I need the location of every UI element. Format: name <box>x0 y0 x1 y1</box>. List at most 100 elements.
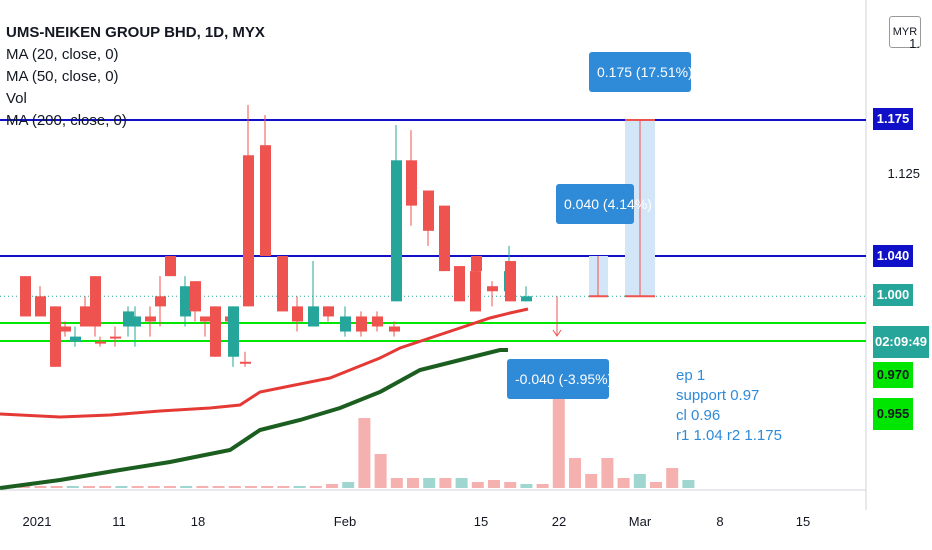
price-badge-1175: 1.175 <box>873 108 913 130</box>
time-label: 8 <box>716 514 724 529</box>
volume-bar <box>633 474 646 488</box>
volume-bar <box>520 484 533 488</box>
time-label: Mar <box>628 514 652 529</box>
candle-body <box>372 316 383 327</box>
candle-body <box>505 261 516 302</box>
ma50-line <box>0 348 508 490</box>
candle-body <box>20 276 31 317</box>
candle-body <box>80 306 91 327</box>
measure-label-down[interactable]: -0.040 (-3.95%) -8 <box>507 359 629 399</box>
candle-body <box>190 281 201 312</box>
candle-body <box>292 306 303 322</box>
candle-body <box>70 336 81 342</box>
candle-body <box>487 286 498 292</box>
candle-body <box>470 271 481 312</box>
candle-body <box>423 190 434 231</box>
candle-body <box>200 316 211 322</box>
note-line: cl 0.96 <box>676 407 721 424</box>
volume-bar <box>585 474 598 488</box>
volume-bar <box>617 478 630 488</box>
measure-label-r2[interactable]: 0.175 (17.51%) 35 <box>589 52 712 92</box>
volume-bar <box>50 486 63 488</box>
candle-body <box>155 296 166 307</box>
candle-body <box>340 316 351 332</box>
volume-bar <box>245 486 257 488</box>
candle-body <box>145 316 156 322</box>
volume-bar <box>293 486 306 488</box>
candle-body <box>260 145 271 256</box>
volume-bar <box>18 486 31 488</box>
currency-button[interactable]: MYR <box>889 16 921 48</box>
legend-vol[interactable]: Vol <box>6 90 27 107</box>
candle-body <box>60 326 71 332</box>
volume-bar <box>131 486 144 488</box>
volume-bar <box>115 486 128 488</box>
candle-body <box>356 316 367 332</box>
candle-body <box>308 306 319 327</box>
ma20-line <box>0 307 529 419</box>
candle-body <box>228 306 239 357</box>
volume-bar <box>439 478 452 488</box>
time-label: 11 <box>112 514 126 529</box>
countdown-badge: 02:09:49 <box>873 326 929 358</box>
candle-body <box>90 276 101 327</box>
volume-bar <box>407 478 419 488</box>
candle-body <box>389 326 400 332</box>
candle-body <box>130 316 141 327</box>
volume-bar <box>212 486 225 488</box>
time-label: 15 <box>473 514 489 529</box>
volume-bar <box>261 486 274 488</box>
price-badge-1040: 1.040 <box>873 245 913 267</box>
trade-note[interactable]: ep 1 support 0.97 cl 0.96 r1 1.04 r2 1.1… <box>676 366 782 446</box>
note-line: support 0.97 <box>676 387 760 404</box>
candle-body <box>210 306 221 357</box>
symbol-title[interactable]: UMS-NEIKEN GROUP BHD, 1D, MYX <box>6 24 265 41</box>
volume-bar <box>277 486 290 488</box>
legend-ma50[interactable]: MA (50, close, 0) <box>6 68 119 85</box>
candle-body <box>471 256 482 272</box>
volume-bar <box>390 478 403 488</box>
volume-bar <box>682 480 695 488</box>
volume-bar <box>180 486 193 488</box>
candle-body <box>277 256 288 312</box>
volume-bar <box>601 458 614 488</box>
price-badge-0970: 0.970 <box>873 362 913 388</box>
volume-bar <box>488 480 500 488</box>
legend-ma20[interactable]: MA (20, close, 0) <box>6 46 119 63</box>
volume-bar <box>504 482 517 488</box>
volume-bar <box>666 468 679 488</box>
volume-bar <box>83 486 95 488</box>
volume-bar <box>342 482 355 488</box>
price-axis-label: 1.125 <box>887 166 920 181</box>
time-label: 18 <box>190 514 206 529</box>
volume-bar <box>423 478 436 488</box>
candle-body <box>123 311 134 327</box>
price-badge-0955: 0.955 <box>873 398 913 430</box>
volume-bar <box>34 486 47 488</box>
volume-bar <box>326 484 338 488</box>
legend-ma200[interactable]: MA (200, close, 0) <box>6 112 127 129</box>
volume-bar <box>471 482 484 488</box>
price-axis-label: 1. <box>909 36 920 51</box>
time-label: 15 <box>795 514 811 529</box>
price-badge-last: 1.000 <box>873 284 913 306</box>
candle-body <box>439 205 450 272</box>
note-line: r1 1.04 r2 1.175 <box>676 427 782 444</box>
volume-bar <box>569 458 581 488</box>
measure-arrowhead-down <box>552 329 562 337</box>
volume-bar <box>196 486 209 488</box>
volume-bar <box>455 478 468 488</box>
candle-body <box>323 306 334 317</box>
volume-bar <box>228 486 241 488</box>
candle-body <box>240 361 251 364</box>
candle-body <box>243 155 254 307</box>
volume-bar <box>147 486 160 488</box>
volume-bar <box>66 486 79 488</box>
candle-body <box>454 266 465 302</box>
volume-bar <box>309 486 322 488</box>
candle-body <box>110 336 121 339</box>
candle-body <box>180 286 191 317</box>
measure-label-r1[interactable]: 0.040 (4.14%) 8 <box>556 184 664 224</box>
note-line: ep 1 <box>676 367 706 384</box>
